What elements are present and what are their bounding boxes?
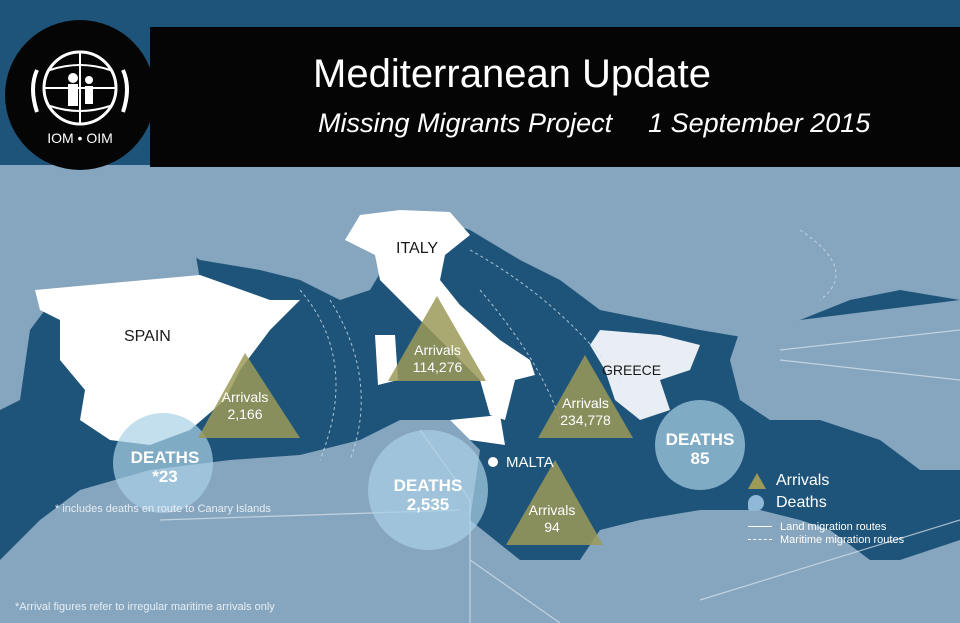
deaths-eastern: DEATHS 85 <box>660 430 740 468</box>
land-sicily <box>450 415 505 445</box>
arrivals-marker-greece <box>538 355 633 438</box>
deaths-value: 2,535 <box>406 495 450 514</box>
arrivals-label: Arrivals <box>221 389 269 405</box>
land-turkey <box>730 300 960 470</box>
maritime-routes <box>299 229 837 461</box>
land-spain <box>35 275 300 445</box>
deaths-label: DEATHS <box>130 448 200 467</box>
dashed-line-icon <box>748 539 772 540</box>
page-title: Mediterranean Update <box>313 52 712 96</box>
arrivals-western: Arrivals 2,166 <box>215 389 275 423</box>
label-italy: ITALY <box>396 240 439 257</box>
legend: Arrivals Deaths Land migration routes Ma… <box>748 470 904 546</box>
arrivals-value: 114,276 <box>412 359 463 375</box>
arrivals-value: 2,166 <box>227 406 263 422</box>
arrivals-value: 234,778 <box>560 412 611 428</box>
legend-arrivals: Arrivals <box>776 472 830 489</box>
legend-maritime-routes: Maritime migration routes <box>780 533 905 546</box>
deaths-marker-eastern <box>655 400 745 490</box>
un-emblem-icon <box>31 50 129 126</box>
project-name: Missing Migrants Project <box>318 108 613 138</box>
land-west <box>0 165 200 410</box>
header-bar <box>150 27 960 167</box>
land-greece <box>590 330 700 420</box>
land-africa <box>0 420 960 623</box>
legend-deaths: Deaths <box>776 494 827 511</box>
triangle-icon <box>748 473 766 489</box>
note-arrivals: *Arrival figures refer to irregular mari… <box>15 601 275 613</box>
page-subtitle: Missing Migrants Project 1 September 2015 <box>318 108 870 139</box>
label-spain: SPAIN <box>124 328 171 345</box>
deaths-marker-western <box>113 413 213 513</box>
arrivals-marker-malta <box>506 460 603 545</box>
arrivals-marker-western <box>198 353 300 438</box>
deaths-marker-central <box>368 430 488 550</box>
arrivals-label: Arrivals <box>562 395 609 411</box>
land-europe <box>150 165 960 340</box>
deaths-central: DEATHS 2,535 <box>388 476 468 514</box>
drop-icon <box>748 495 764 511</box>
arrivals-marker-italy <box>388 296 486 381</box>
deaths-value: *23 <box>152 467 178 486</box>
iom-logo: IOM • OIM <box>5 20 155 170</box>
arrivals-greece: Arrivals 234,778 <box>548 395 623 429</box>
arrivals-malta: Arrivals 94 <box>522 502 582 536</box>
deaths-label: DEATHS <box>393 476 463 495</box>
legend-land-routes: Land migration routes <box>780 520 887 533</box>
label-malta: MALTA <box>506 454 554 471</box>
arrivals-italy: Arrivals 114,276 <box>400 342 475 376</box>
logo-text: IOM • OIM <box>47 130 113 146</box>
note-canary: * includes deaths en route to Canary Isl… <box>55 503 271 515</box>
arrivals-label: Arrivals <box>414 342 461 358</box>
land-sardinia <box>375 335 398 385</box>
label-greece: GREECE <box>602 362 662 378</box>
deaths-label: DEATHS <box>665 430 735 449</box>
malta-island <box>488 457 498 467</box>
arrivals-value: 94 <box>544 519 560 535</box>
arrivals-label: Arrivals <box>528 502 576 518</box>
date: 1 September 2015 <box>648 108 871 138</box>
deaths-value: 85 <box>690 449 710 468</box>
deaths-western: DEATHS *23 <box>125 448 205 486</box>
solid-line-icon <box>748 526 772 527</box>
